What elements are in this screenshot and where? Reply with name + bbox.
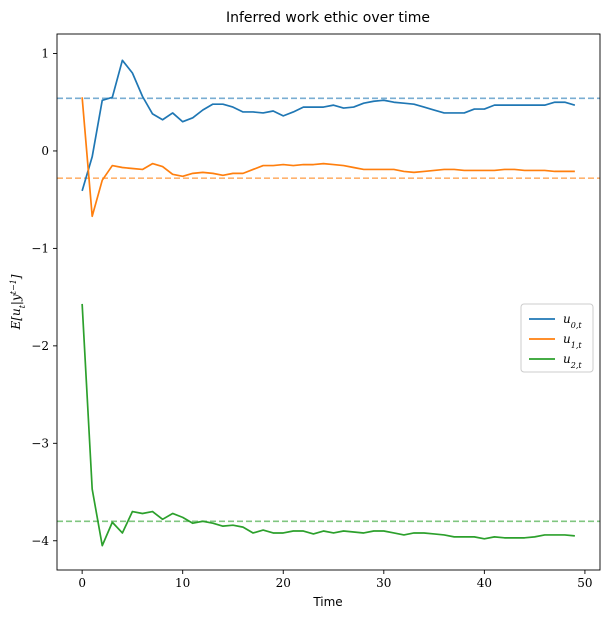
series-line-1 — [81, 97, 575, 218]
series-line-0 — [81, 59, 576, 192]
y-tick-label: −2 — [31, 339, 49, 353]
y-tick-label: −3 — [31, 436, 49, 450]
x-tick-label: 10 — [175, 576, 190, 590]
y-tick-label: −4 — [31, 534, 49, 548]
y-tick-label: −1 — [31, 241, 49, 255]
y-tick-label: 1 — [41, 46, 49, 60]
chart-title: Inferred work ethic over time — [226, 10, 430, 26]
x-axis-label: Time — [312, 595, 342, 609]
x-tick-label: 30 — [376, 576, 391, 590]
x-tick-label: 0 — [78, 576, 86, 590]
y-axis-label: E[ut|yt−1] — [9, 274, 27, 330]
series-line-2 — [81, 303, 575, 547]
legend-box — [520, 303, 594, 373]
x-tick-label: 40 — [477, 576, 492, 590]
x-tick-label: 50 — [577, 576, 592, 590]
axes-frame — [56, 33, 601, 571]
x-tick-label: 20 — [276, 576, 291, 590]
y-tick-label: 0 — [41, 144, 49, 158]
